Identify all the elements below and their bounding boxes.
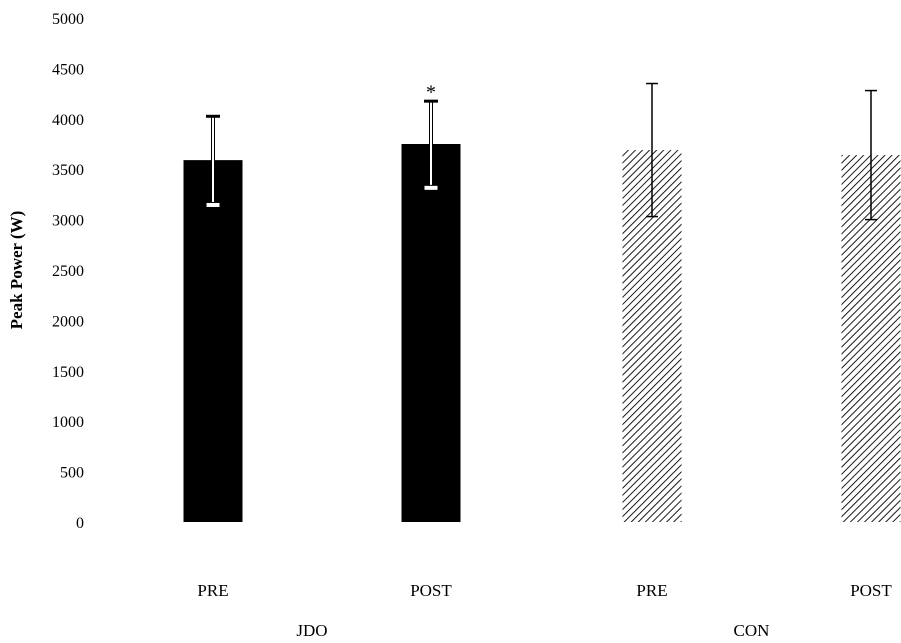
error-bars: * xyxy=(205,82,877,221)
bar xyxy=(183,160,243,523)
category-label: POST xyxy=(410,581,452,600)
y-tick-label: 0 xyxy=(76,515,84,532)
bar xyxy=(401,144,461,522)
y-tick-label: 5000 xyxy=(52,11,84,28)
category-label: PRE xyxy=(636,581,667,600)
y-tick-label: 4000 xyxy=(52,112,84,129)
y-tick-label: 500 xyxy=(60,465,84,482)
bars xyxy=(183,144,901,523)
group-label: CON xyxy=(734,621,770,640)
error-bar xyxy=(205,114,221,208)
error-bar xyxy=(865,89,877,221)
category-labels: PRE POST PRE POST xyxy=(197,581,892,600)
y-axis-label: Peak Power (W) xyxy=(7,211,26,330)
y-axis-ticks: 0 500 1000 1500 2000 2500 3000 3500 4000 4500 5000 xyxy=(52,11,84,532)
y-tick-label: 2000 xyxy=(52,313,84,330)
category-label: PRE xyxy=(197,581,228,600)
y-tick-label: 4500 xyxy=(52,61,84,78)
y-tick-label: 1000 xyxy=(52,414,84,431)
y-tick-label: 2500 xyxy=(52,263,84,280)
y-tick-label: 3000 xyxy=(52,213,84,230)
significance-marker: * xyxy=(426,82,436,104)
group-label: JDO xyxy=(296,621,327,640)
y-tick-label: 3500 xyxy=(52,162,84,179)
group-labels: JDO CON xyxy=(296,621,769,640)
category-label: POST xyxy=(850,581,892,600)
error-bar xyxy=(646,82,658,218)
error-bar xyxy=(423,99,439,191)
y-tick-label: 1500 xyxy=(52,364,84,381)
